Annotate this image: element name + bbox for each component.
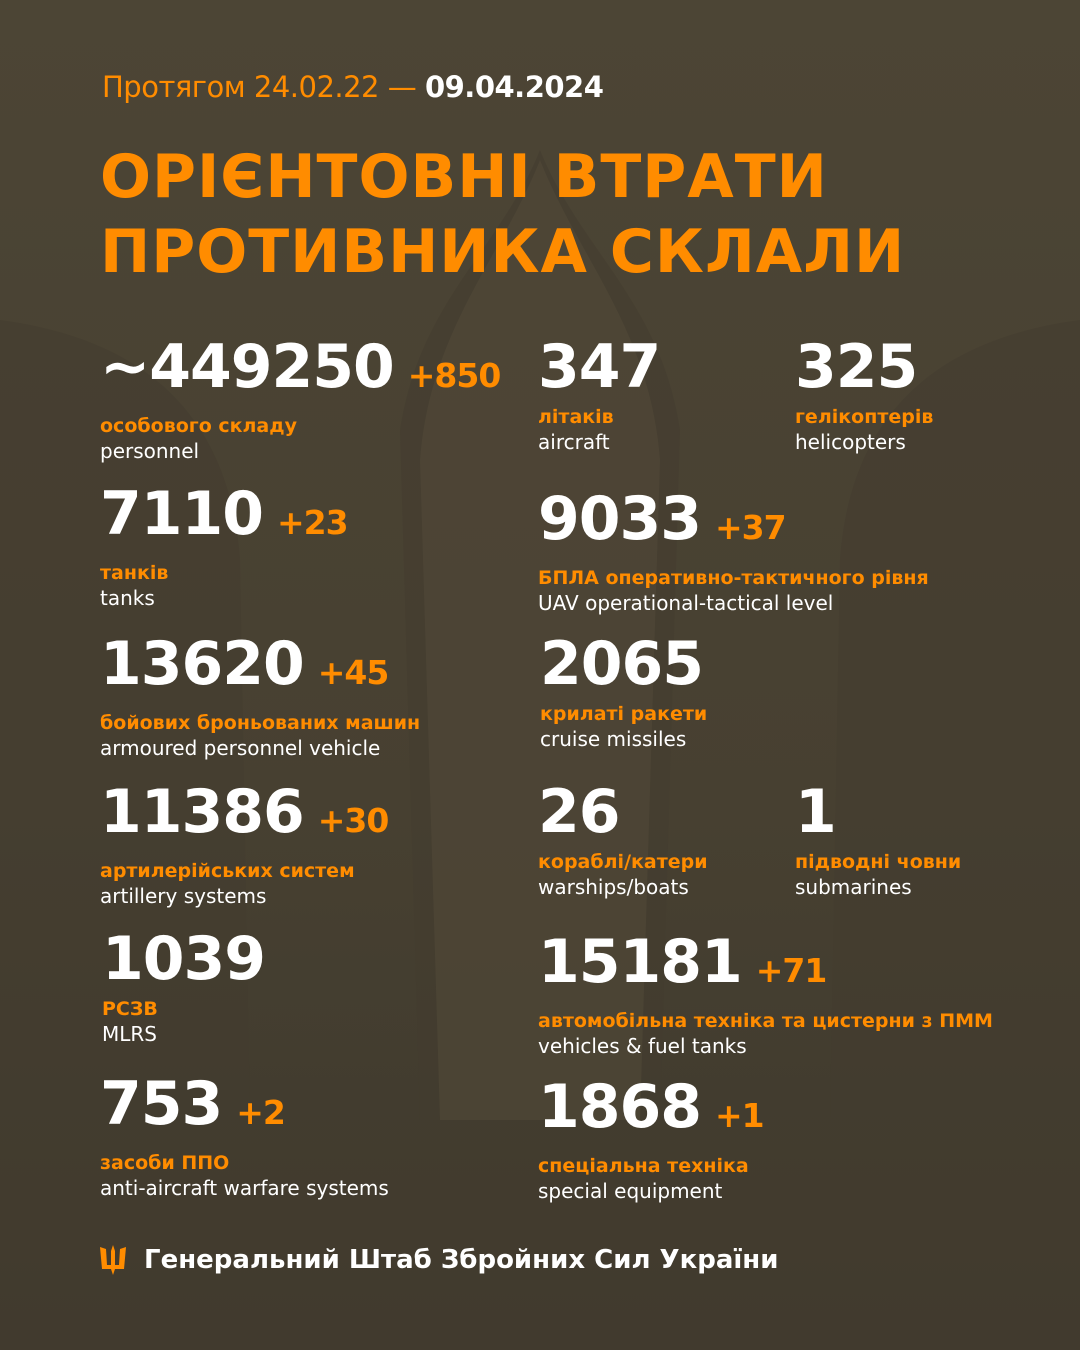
stat-value: 9033 +37 [538, 487, 929, 560]
stat-label-en: cruise missiles [540, 727, 687, 751]
stat-uav: 9033 +37 БПЛА оперативно-тактичного рівня… [538, 487, 929, 616]
stat-label-ua: автомобільна техніка та цистерни з ПММ [538, 1010, 993, 1032]
stat-value: 325 [795, 335, 933, 399]
stat-value: 1868 +1 [538, 1072, 765, 1148]
stat-label-en: aircraft [538, 430, 610, 454]
stat-label-en: helicopters [795, 430, 906, 454]
stat-tanks: 7110 +23 танків tanks [100, 479, 349, 611]
stat-label-ua: особового складу [100, 415, 297, 437]
stat-value: 26 [538, 780, 708, 844]
stat-label-en: armoured personnel vehicle [100, 736, 381, 760]
stat-value: 15181 +71 [538, 930, 993, 1003]
stat-vehicles: 15181 +71 автомобільна техніка та цистерн… [538, 930, 993, 1059]
value: 1 [795, 777, 837, 847]
stat-value: 347 [538, 332, 661, 402]
stat-submarines: 1 підводні човни submarines [795, 780, 961, 900]
title-line-2: ПРОТИВНИКА СКЛАЛИ [100, 217, 906, 287]
stat-delta: +37 [715, 508, 787, 547]
stat-label-ua: кораблі/катери [538, 851, 708, 873]
stat-value: 753 +2 [100, 1072, 389, 1145]
stat-value: ~449250 +850 [100, 332, 502, 408]
stat-value: 13620 +45 [100, 632, 420, 705]
stat-value: 2065 [540, 632, 707, 696]
value: ~449250 [100, 332, 395, 402]
value: 11386 [100, 777, 305, 847]
stat-label-en: submarines [795, 875, 912, 899]
stat-label-ua: артилерійських систем [100, 860, 355, 882]
stat-air-defense: 753 +2 засоби ППО anti-aircraft warfare s… [100, 1072, 389, 1201]
stat-label-ua: засоби ППО [100, 1152, 230, 1174]
value: 347 [538, 332, 661, 402]
stat-label-ua: підводні човни [795, 851, 962, 873]
value: 2065 [540, 629, 704, 699]
stat-helicopters: 325 гелікоптерів helicopters [795, 335, 933, 455]
stat-value: 1039 [102, 924, 266, 994]
stat-label-en: MLRS [102, 1022, 157, 1046]
stat-label-ua: танків [100, 562, 169, 584]
value: 1039 [102, 924, 266, 994]
period-prefix: Протягом 24.02.22 — [102, 70, 417, 104]
stat-label-ua: крилаті ракети [540, 703, 708, 725]
stat-aircraft: 347 літаків aircraft [538, 332, 661, 455]
stat-apv: 13620 +45 бойових броньованих машин armou… [100, 632, 420, 761]
stat-artillery: 11386 +30 артилерійських систем artillery… [100, 777, 390, 909]
stat-label-ua: бойових броньованих машин [100, 712, 421, 734]
stat-label-ua: спеціальна техніка [538, 1155, 749, 1177]
period-header: Протягом 24.02.22 — 09.04.2024 [102, 70, 604, 104]
stat-delta: +45 [317, 653, 390, 692]
stat-warships: 26 кораблі/катери warships/boats [538, 780, 708, 900]
value: 26 [538, 777, 620, 847]
trident-icon [100, 1245, 126, 1275]
title-line-1: ОРІЄНТОВНІ ВТРАТИ [100, 142, 828, 212]
stat-personnel: ~449250 +850 особового складу personnel [100, 332, 502, 464]
stat-cruise-missiles: 2065 крилаті ракети cruise missiles [540, 632, 707, 752]
stat-label-en: warships/boats [538, 875, 689, 899]
stat-label-ua: гелікоптерів [795, 406, 934, 428]
stat-label-en: UAV operational-tactical level [538, 591, 834, 615]
stat-mlrs: 1039 РСЗВ MLRS [102, 924, 266, 1047]
stat-delta: +2 [236, 1093, 286, 1132]
stat-special-equipment: 1868 +1 спеціальна техніка special equipm… [538, 1072, 765, 1204]
footer-text: Генеральний Штаб Збройних Сил України [144, 1245, 779, 1275]
stat-label-ua: РСЗВ [102, 998, 158, 1020]
stat-label-ua: БПЛА оперативно-тактичного рівня [538, 567, 929, 589]
value: 15181 [538, 927, 743, 997]
stat-value: 11386 +30 [100, 777, 390, 853]
value: 1868 [538, 1072, 702, 1142]
period-end-date: 09.04.2024 [424, 70, 604, 104]
value: 9033 [538, 484, 702, 554]
value: 753 [100, 1069, 223, 1139]
page-title: ОРІЄНТОВНІ ВТРАТИ ПРОТИВНИКА СКЛАЛИ [100, 140, 905, 290]
stat-delta: +30 [317, 801, 390, 840]
value: 325 [795, 332, 918, 402]
stat-delta: +23 [277, 503, 349, 542]
stat-value: 7110 +23 [100, 479, 349, 555]
stat-label-en: special equipment [538, 1179, 723, 1203]
stat-label-en: anti-aircraft warfare systems [100, 1176, 389, 1200]
stat-label-en: vehicles & fuel tanks [538, 1034, 747, 1058]
stat-label-ua: літаків [538, 406, 614, 428]
stat-label-en: tanks [100, 586, 155, 610]
stat-value: 1 [795, 780, 961, 844]
stat-delta: +71 [755, 951, 828, 990]
footer: Генеральний Штаб Збройних Сил України [100, 1245, 779, 1275]
stat-label-en: artillery systems [100, 884, 267, 908]
stat-label-en: personnel [100, 439, 200, 463]
stat-delta: +1 [715, 1096, 765, 1135]
value: 13620 [100, 629, 305, 699]
value: 7110 [100, 479, 264, 549]
stat-delta: +850 [407, 356, 502, 395]
